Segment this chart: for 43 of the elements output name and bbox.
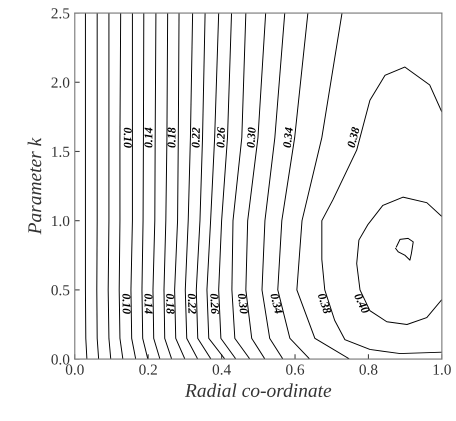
line-series (96, 13, 100, 360)
text: 0.34 (282, 127, 294, 148)
text: 0.34 (270, 292, 283, 314)
text: 0.40 (354, 292, 370, 314)
line-series (108, 13, 112, 360)
x-tick-label: 1.0 (434, 364, 451, 375)
y-tick-label: 2.5 (51, 8, 70, 19)
text: 0.30 (246, 127, 256, 148)
y-tick-label: 0.5 (51, 285, 70, 296)
text: 0.22 (188, 294, 196, 314)
line-series (395, 238, 414, 261)
text: 0.26 (216, 127, 226, 148)
x-tick-label: 0.4 (212, 364, 231, 375)
x-tick-label: 0.6 (286, 364, 304, 375)
line-series (84, 13, 88, 360)
line-series (206, 13, 226, 360)
x-tick-label: 0.8 (359, 364, 378, 375)
text: 0.30 (238, 293, 248, 314)
x-tick-label: 0.0 (66, 364, 84, 375)
x-axis-title: Radial co-ordinate (184, 383, 332, 398)
x-tick-label: 0.2 (139, 364, 157, 375)
text: 0.18 (166, 294, 174, 314)
y-tick-label: 2.0 (51, 77, 70, 88)
line-series (152, 13, 160, 360)
text: 0.10 (124, 128, 132, 148)
text: 0.14 (144, 294, 153, 314)
y-tick-label: 1.0 (52, 216, 70, 226)
line-series (118, 13, 124, 360)
text: 0.38 (346, 126, 360, 148)
line-series (356, 196, 442, 325)
line-series (184, 13, 198, 360)
text: 0.18 (168, 127, 176, 148)
text: 0.10 (122, 294, 131, 314)
text: 0.14 (144, 128, 152, 148)
text: 0.26 (210, 294, 220, 314)
y-tick-label: 0.0 (51, 354, 70, 365)
line-series (174, 13, 186, 360)
text: 0.22 (192, 127, 200, 148)
y-axis-title: Parameter k (28, 137, 42, 235)
line-series (130, 13, 136, 360)
y-tick-label: 1.5 (52, 146, 70, 157)
text: 0.38 (318, 292, 332, 314)
line-series (218, 13, 236, 360)
